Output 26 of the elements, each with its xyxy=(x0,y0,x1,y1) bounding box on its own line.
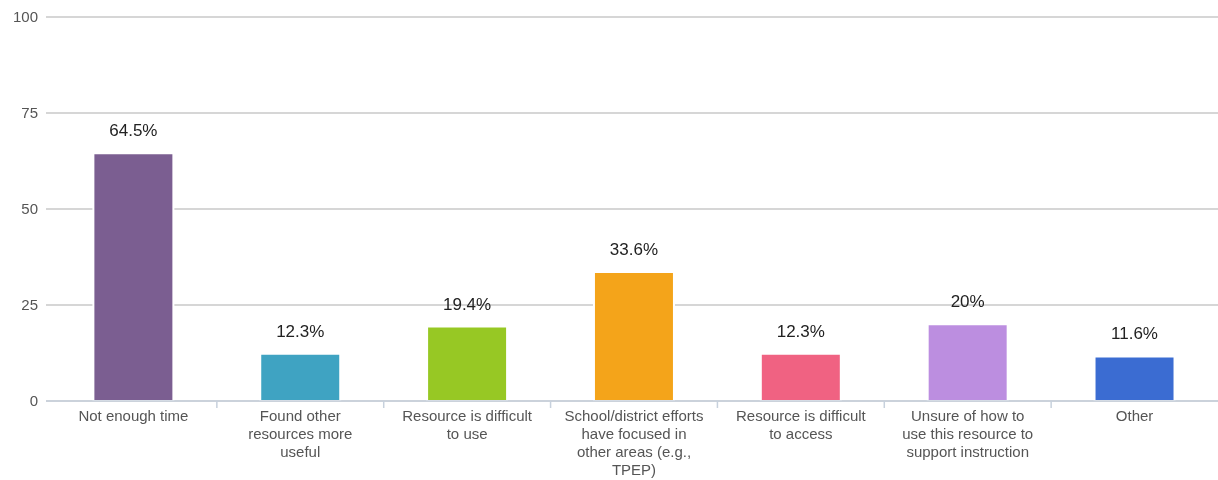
bar xyxy=(1093,355,1176,401)
bar xyxy=(926,323,1009,401)
bar xyxy=(759,352,842,401)
x-tick-label: Other xyxy=(1115,407,1154,424)
x-tick-label: Resource is difficult to access xyxy=(735,407,867,442)
bar xyxy=(259,352,342,401)
x-tick-label: Not enough time xyxy=(78,407,189,424)
data-label: 64.5% xyxy=(109,121,158,141)
x-tick-label: Unsure of how to use this resource to support instruction xyxy=(902,407,1034,460)
data-label: 19.4% xyxy=(443,294,492,314)
bar xyxy=(426,325,509,401)
bar xyxy=(92,152,175,401)
x-tick-label: Found other resources more useful xyxy=(248,407,353,460)
x-tick-label: Resource is difficult to use xyxy=(402,407,533,442)
data-label: 20% xyxy=(950,292,985,312)
y-tick-label: 50 xyxy=(21,200,38,218)
y-tick-label: 25 xyxy=(21,296,38,314)
bar xyxy=(592,270,675,401)
data-label: 33.6% xyxy=(609,239,659,259)
data-label: 11.6% xyxy=(1111,324,1158,344)
data-label: 12.3% xyxy=(776,321,825,341)
y-tick-label: 75 xyxy=(21,104,38,122)
y-tick-label: 100 xyxy=(12,8,38,26)
data-label: 12.3% xyxy=(276,321,325,341)
x-tick-label: School/district efforts have focused in other areas (e.g., TPEP) xyxy=(564,407,704,478)
y-tick-label: 0 xyxy=(29,392,38,410)
